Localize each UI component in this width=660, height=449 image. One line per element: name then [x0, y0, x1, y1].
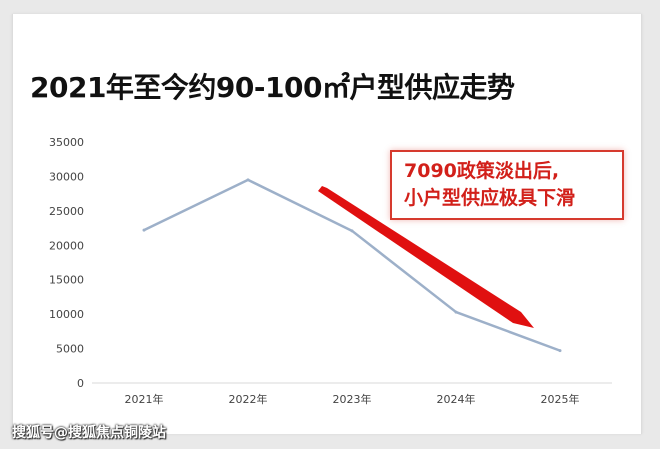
data-point — [142, 228, 146, 232]
data-point — [454, 310, 458, 314]
y-tick-label: 10000 — [49, 308, 84, 321]
y-tick-label: 25000 — [49, 205, 84, 218]
y-tick-label: 20000 — [49, 239, 84, 252]
x-tick-label: 2022年 — [229, 392, 268, 406]
callout-line-1: 7090政策淡出后, — [404, 160, 560, 182]
y-tick-label: 5000 — [56, 343, 84, 356]
downtrend-arrow — [318, 186, 534, 328]
policy-callout: 7090政策淡出后, 小户型供应极具下滑 — [390, 150, 624, 220]
x-tick-label: 2025年 — [541, 392, 580, 406]
x-tick-label: 2024年 — [437, 392, 476, 406]
chart-title: 2021年至今约90-100㎡户型供应走势 — [30, 71, 515, 104]
data-point — [246, 178, 250, 182]
data-point — [350, 229, 354, 233]
data-point — [558, 349, 562, 353]
chart-card — [12, 14, 642, 434]
x-tick-label: 2023年 — [333, 392, 372, 406]
watermark-text: 搜狐号@搜狐焦点铜陵站 — [12, 425, 166, 441]
y-tick-label: 30000 — [49, 170, 84, 183]
y-tick-label: 15000 — [49, 274, 84, 287]
callout-line-2: 小户型供应极具下滑 — [404, 187, 576, 209]
x-tick-label: 2021年 — [125, 392, 164, 406]
y-tick-label: 0 — [77, 377, 84, 390]
y-tick-label: 35000 — [49, 136, 84, 149]
